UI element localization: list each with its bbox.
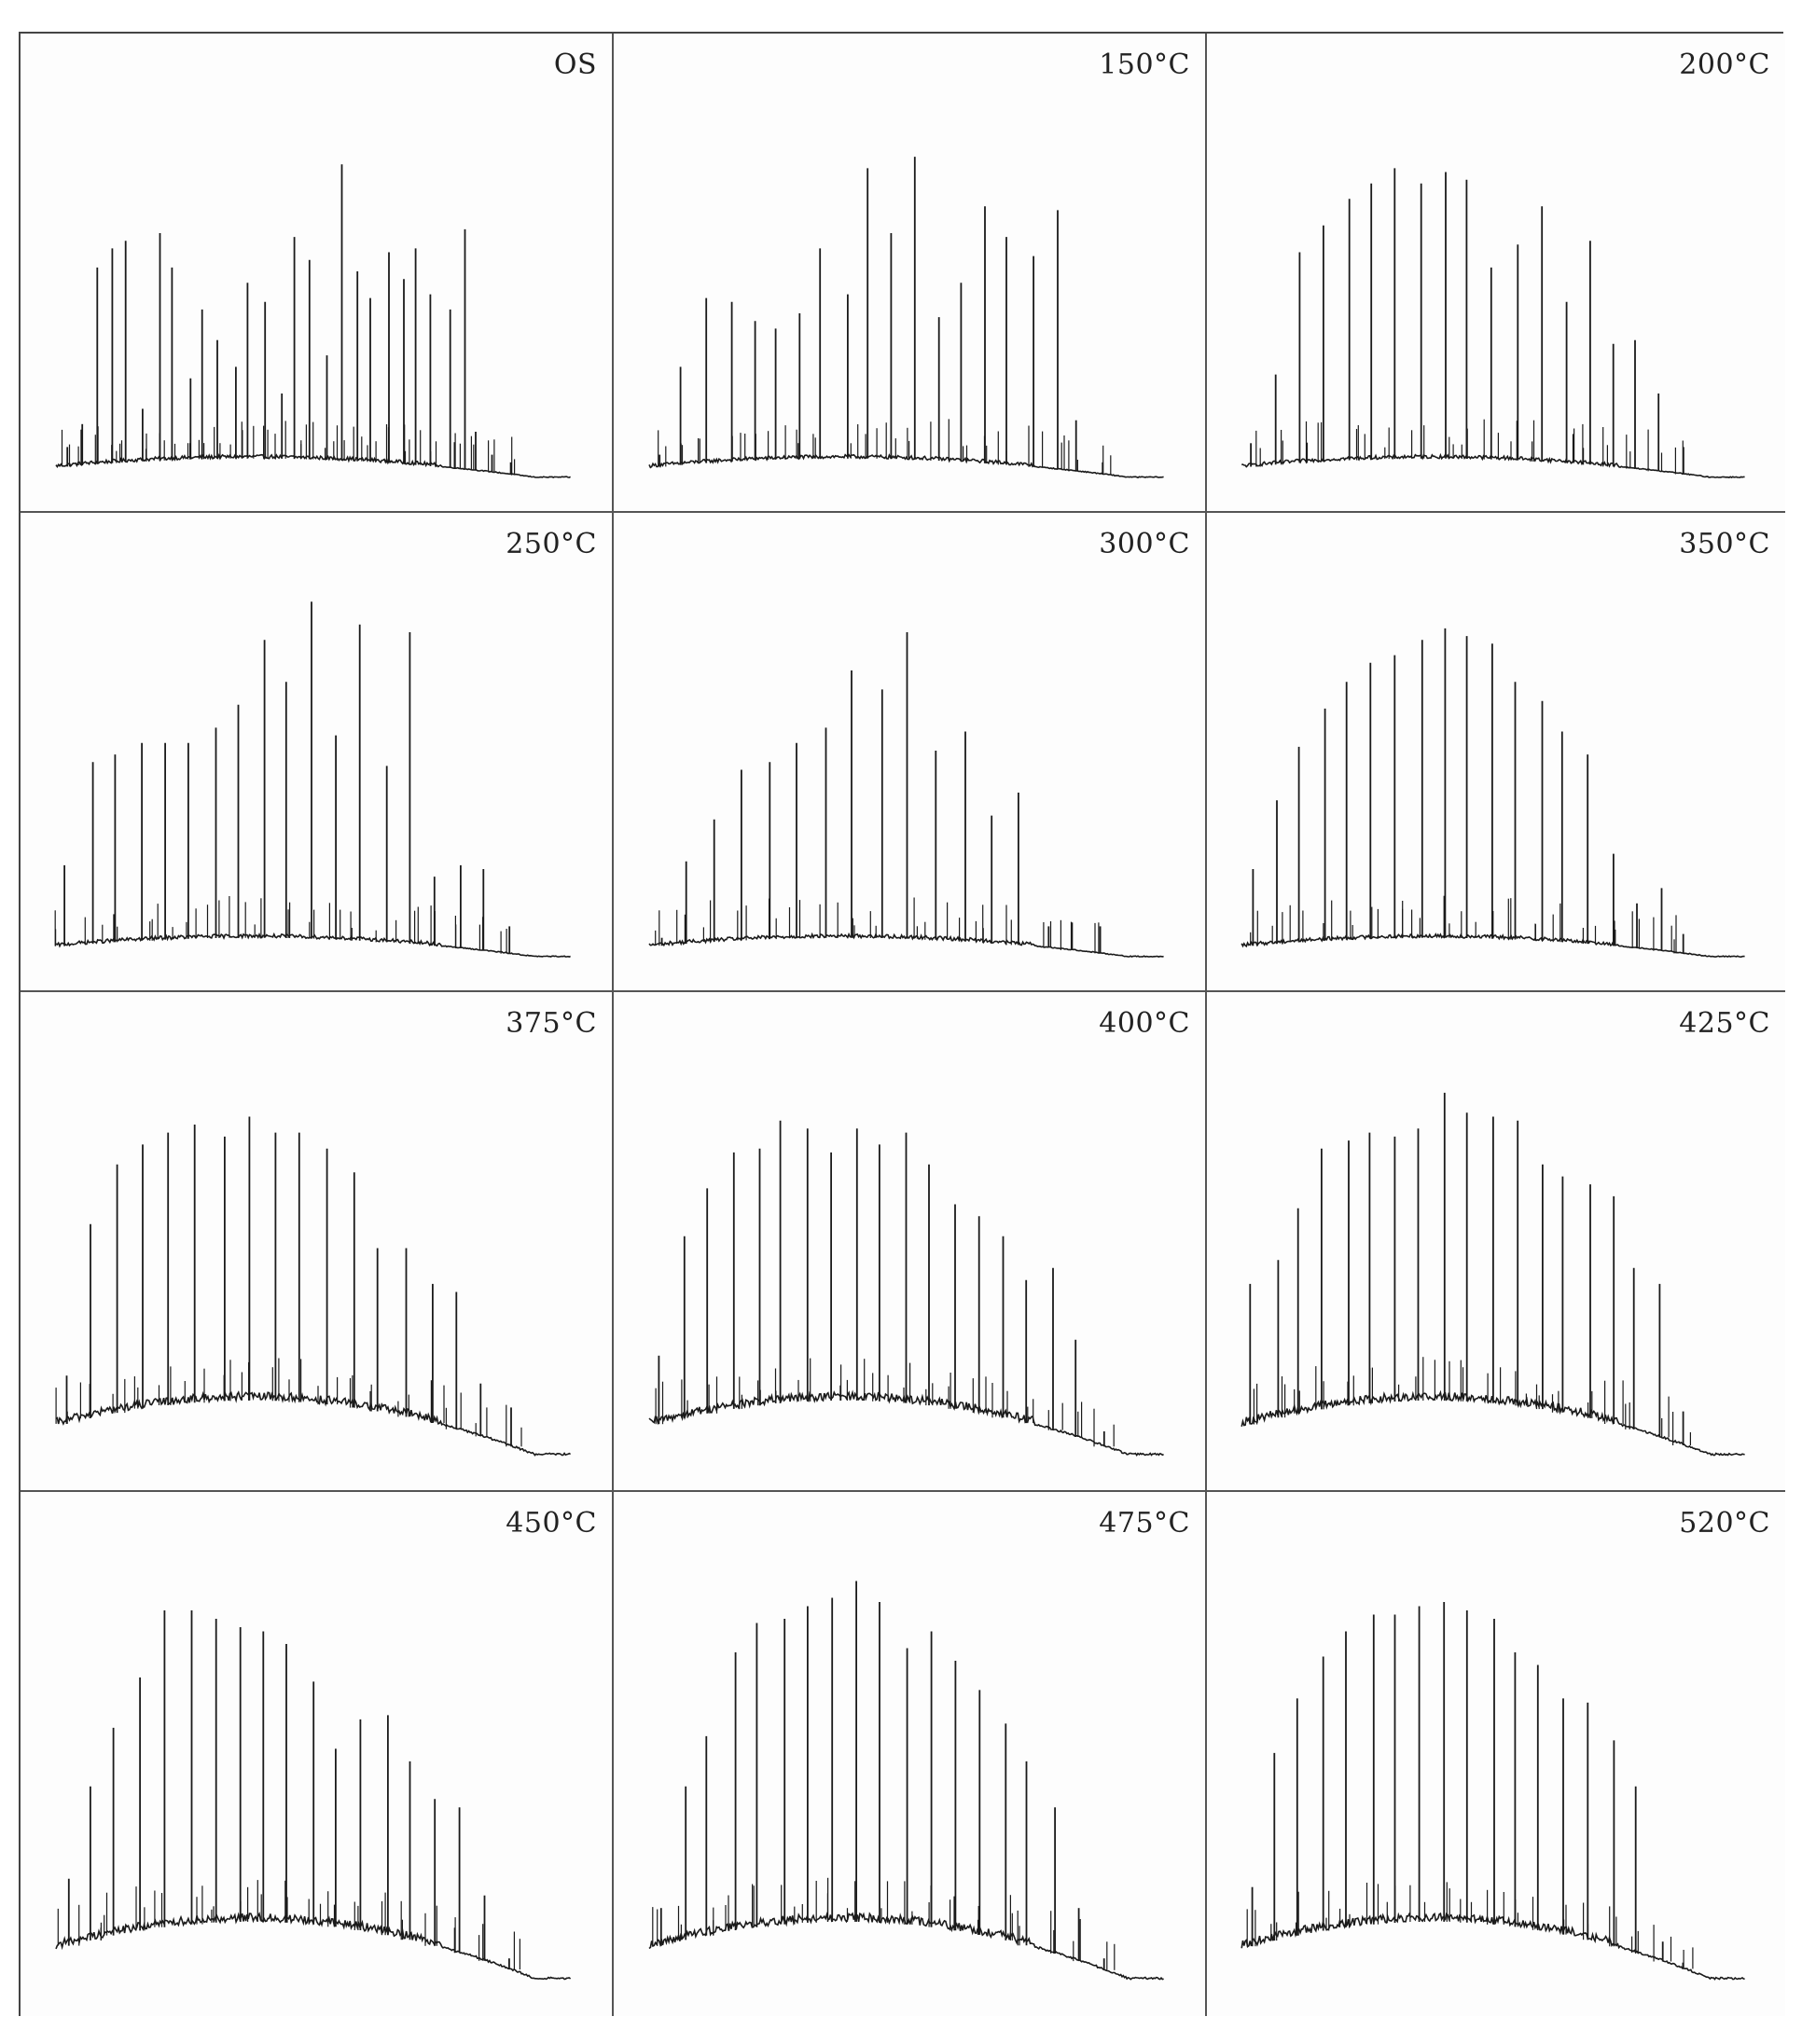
baseline-trace <box>1241 452 1745 479</box>
chromatogram-trace <box>1241 1602 1745 1981</box>
panel-label: 200°C <box>1679 48 1770 81</box>
panel-150c: 150°C <box>614 34 1207 513</box>
panel-label: 375°C <box>506 1007 597 1040</box>
panel-300c: 300°C <box>614 513 1207 992</box>
panel-label: 520°C <box>1679 1507 1770 1540</box>
panel-475c: 475°C <box>614 1492 1207 2016</box>
chromatogram-trace <box>1241 1092 1745 1457</box>
baseline-trace <box>55 1390 572 1457</box>
panel-375c: 375°C <box>21 992 614 1492</box>
chromatogram-trace <box>648 632 1164 959</box>
panel-450c: 450°C <box>21 1492 614 2016</box>
panel-425c: 425°C <box>1207 992 1785 1492</box>
panel-250c: 250°C <box>21 513 614 992</box>
chromatogram-trace <box>55 1610 572 1981</box>
panel-350c: 350°C <box>1207 513 1785 992</box>
panel-520c: 520°C <box>1207 1492 1785 2016</box>
baseline-trace <box>55 932 571 958</box>
panel-label: 150°C <box>1099 48 1190 81</box>
panel-200c: 200°C <box>1207 34 1785 513</box>
panel-label: 425°C <box>1679 1007 1770 1040</box>
panel-label: 350°C <box>1679 528 1770 560</box>
chromatogram-trace <box>54 601 571 958</box>
chromatogram-trace <box>648 1581 1164 1981</box>
chromatogram-trace <box>55 1116 572 1457</box>
chromatogram-trace <box>648 157 1164 479</box>
baseline-trace <box>1241 1912 1745 1981</box>
panel-os: OS <box>21 34 614 513</box>
chromatogram-trace <box>1241 628 1745 959</box>
panel-label: 450°C <box>506 1507 597 1540</box>
chromatogram-trace <box>1241 168 1745 479</box>
panel-label: 250°C <box>506 528 597 560</box>
panel-label: 475°C <box>1099 1507 1190 1540</box>
panel-label: 400°C <box>1099 1007 1190 1040</box>
panel-label: OS <box>553 48 597 81</box>
panel-400c: 400°C <box>614 992 1207 1492</box>
panel-label: 300°C <box>1099 528 1190 560</box>
chromatogram-trace <box>648 1120 1164 1457</box>
chromatogram-grid: OS 150°C 200°C 250°C 300°C 350°C 375°C 4… <box>19 32 1785 2016</box>
baseline-trace <box>648 453 1164 479</box>
chromatogram-trace <box>55 164 571 479</box>
